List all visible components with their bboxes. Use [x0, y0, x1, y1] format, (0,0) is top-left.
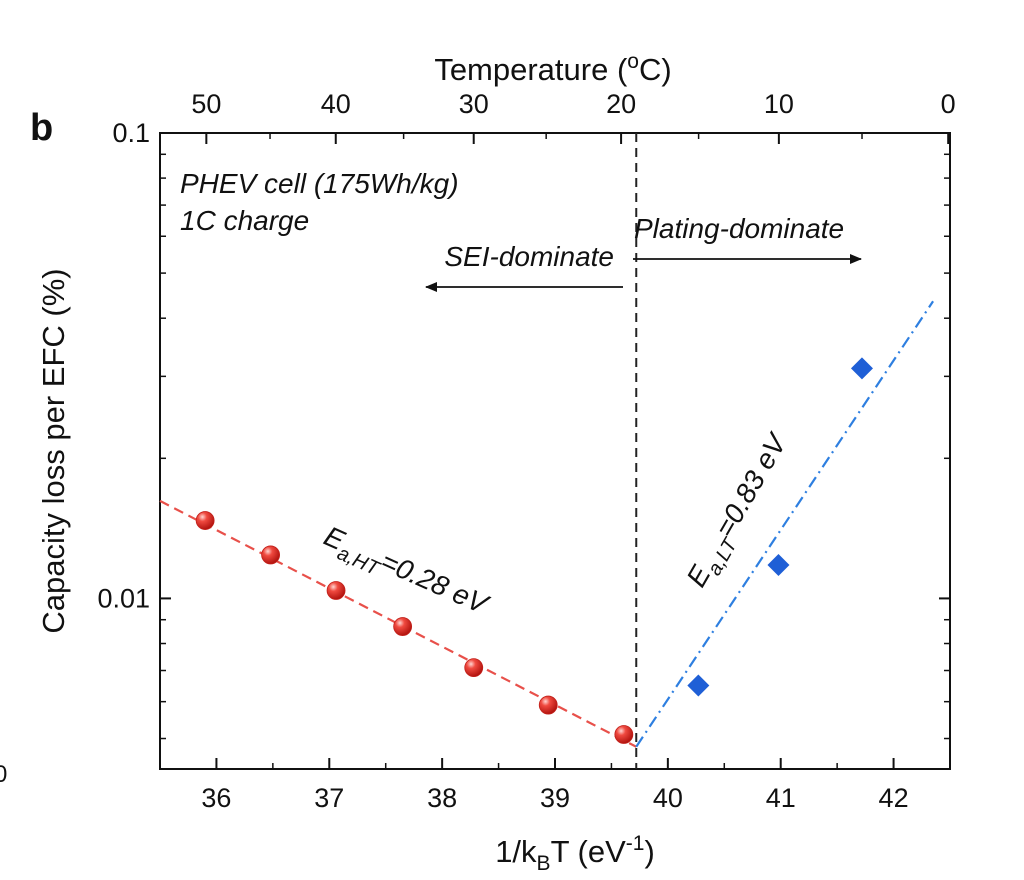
x-tick-label: 41: [766, 783, 796, 813]
x-tick-label: 42: [879, 783, 909, 813]
data-point-ht: [326, 581, 346, 600]
x-tick-label: 39: [540, 783, 570, 813]
fit-line-ht: [159, 499, 637, 748]
x-tick-label: 38: [427, 783, 457, 813]
data-point-ht: [614, 725, 634, 744]
top-tick-label: 40: [321, 89, 351, 119]
top-axis-ticks: 50 40 30 20 10 0: [191, 89, 956, 144]
panel-label: b: [30, 107, 53, 149]
data-point-lt: [767, 553, 790, 576]
top-tick-label: 10: [764, 89, 794, 119]
data-point-lt: [687, 674, 710, 697]
annotation-ea-ht: Ea,HT=0.28 eV: [317, 520, 494, 627]
top-tick-label: 30: [459, 89, 489, 119]
top-tick-label: 0: [941, 89, 956, 119]
data-point-ht: [195, 511, 215, 530]
y-tick-label: 0.1: [112, 118, 150, 148]
x-axis-ticks: 36 37 38 39 40 41 42: [159, 758, 951, 813]
annotation-plating: Plating-dominate: [634, 213, 844, 244]
y-tick-label: 0.01: [97, 583, 150, 613]
data-point-ht: [538, 695, 558, 715]
data-point-lt: [850, 357, 873, 380]
edge-label: 0: [0, 761, 7, 788]
data-point-ht: [464, 658, 484, 678]
top-axis-title: Temperature (oC): [434, 50, 671, 87]
fit-line-lt: [635, 300, 934, 748]
top-tick-label: 50: [191, 89, 221, 119]
x-tick-label: 36: [201, 783, 231, 813]
y-axis-title: Capacity loss per EFC (%): [36, 268, 71, 633]
x-tick-label: 37: [314, 783, 344, 813]
data-point-ht: [261, 545, 281, 565]
x-tick-label: 40: [653, 783, 683, 813]
x-axis-title: 1/kBT (eV-1): [495, 832, 655, 875]
annotation-sei: SEI-dominate: [444, 241, 614, 272]
annotation-charge: 1C charge: [180, 205, 309, 236]
data-series: [195, 357, 873, 744]
annotation-cell: PHEV cell (175Wh/kg): [180, 168, 459, 199]
data-point-ht: [393, 617, 413, 636]
y-axis-ticks: 0.01 0.1: [97, 118, 950, 740]
top-tick-label: 20: [606, 89, 636, 119]
